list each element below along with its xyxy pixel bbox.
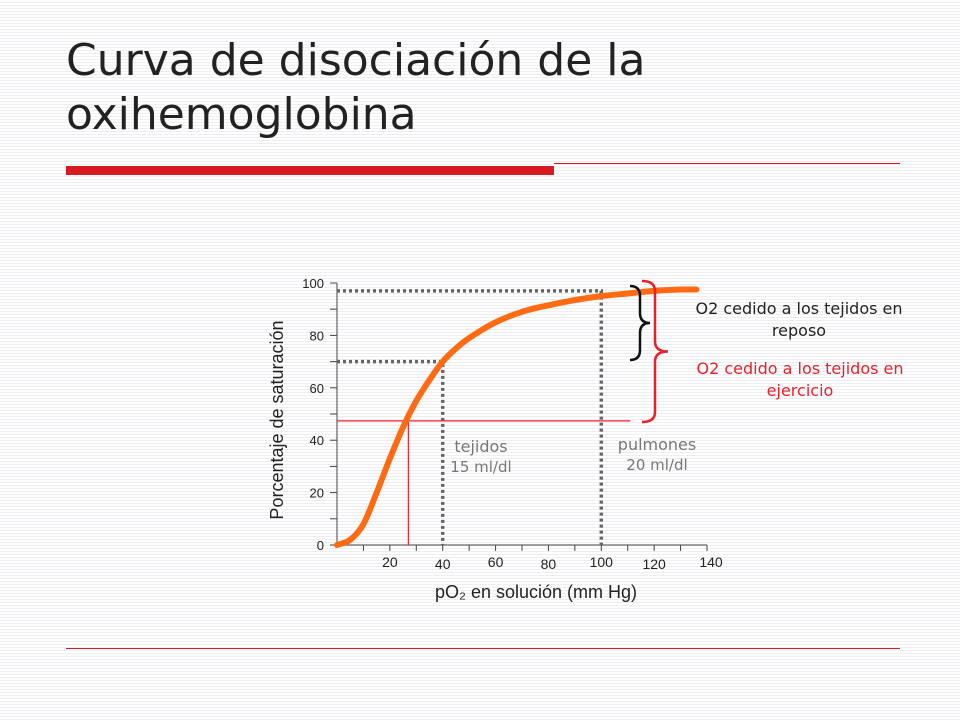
ejercicio-annotation: O2 cedido a los tejidos en ejercicio bbox=[696, 359, 904, 400]
reference-lines bbox=[337, 289, 631, 545]
tejidos-value: 15 ml/dl bbox=[450, 458, 512, 476]
tejidos-label: tejidos 15 ml/dl bbox=[436, 436, 526, 476]
y-tick-label: 100 bbox=[302, 276, 324, 291]
x-tick-label: 40 bbox=[435, 556, 451, 572]
y-axis-label: Porcentaje de saturación bbox=[267, 320, 287, 519]
title-underline-bar bbox=[66, 166, 554, 175]
brace-ejercicio bbox=[641, 279, 669, 424]
tejidos-name: tejidos bbox=[454, 437, 508, 456]
x-tick-label: 100 bbox=[590, 554, 614, 570]
title-underline-rule bbox=[554, 163, 900, 164]
y-tick-label: 0 bbox=[317, 538, 324, 553]
y-tick-label: 40 bbox=[310, 433, 324, 448]
pulmones-name: pulmones bbox=[617, 435, 697, 454]
x-tick-label: 80 bbox=[541, 556, 557, 572]
dissociation-curve bbox=[334, 286, 700, 548]
y-tick-label: 20 bbox=[310, 486, 324, 501]
pulmones-label: pulmones 20 ml/dl bbox=[602, 434, 712, 474]
brace-reposo bbox=[629, 284, 651, 362]
footer-rule bbox=[66, 648, 900, 649]
x-tick-label: 20 bbox=[382, 554, 398, 570]
pulmones-value: 20 ml/dl bbox=[626, 456, 688, 474]
slide-title: Curva de disociación de la oxihemoglobin… bbox=[66, 35, 646, 140]
braces bbox=[629, 279, 669, 424]
chart-axes: 0 20 40 60 80 100 20 40 60 80 100 120 140 bbox=[302, 276, 723, 572]
dotted-reference-line bbox=[337, 289, 604, 545]
x-tick-label: 140 bbox=[699, 554, 723, 570]
x-tick-label: 120 bbox=[642, 556, 666, 572]
x-axis-label: pO₂ en solución (mm Hg) bbox=[435, 582, 637, 602]
y-tick-label: 80 bbox=[310, 328, 324, 343]
y-tick-label: 60 bbox=[310, 381, 324, 396]
reposo-annotation: O2 cedido a los tejidos en reposo bbox=[695, 299, 903, 340]
x-tick-label: 60 bbox=[488, 554, 504, 570]
